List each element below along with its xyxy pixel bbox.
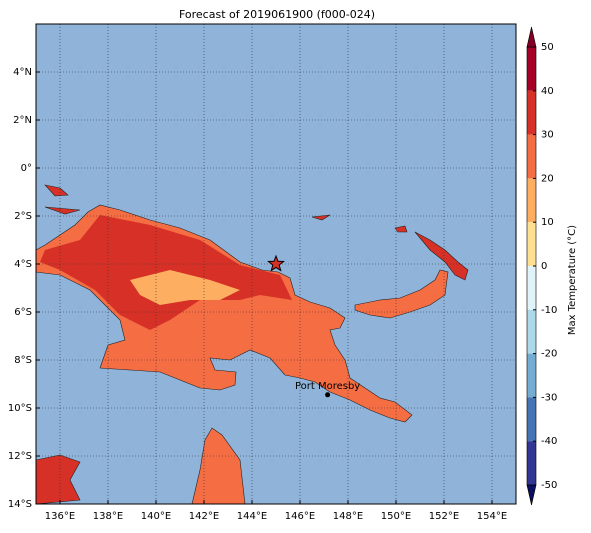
cape-york <box>191 427 246 505</box>
colorbar-extend <box>526 26 537 48</box>
y-tick-label: 8°S <box>14 355 32 366</box>
colorbar-tick-label: 0 <box>541 261 547 272</box>
x-tick-label: 144°E <box>237 511 267 522</box>
island <box>394 225 408 233</box>
colorbar-tick-label: 30 <box>541 130 554 141</box>
colorbar-tick-label: 40 <box>541 86 554 97</box>
colorbar-tick-label: -10 <box>541 305 557 316</box>
y-tick-label: 10°S <box>8 403 32 414</box>
x-tick-label: 138°E <box>93 511 123 522</box>
x-tick-label: 150°E <box>381 511 411 522</box>
land <box>35 184 469 505</box>
y-tick-label: 12°S <box>8 451 32 462</box>
place-label: Port Moresby <box>295 381 360 392</box>
colorbar-tick-label: -50 <box>541 480 557 491</box>
colorbar-tick-label: -20 <box>541 349 557 360</box>
new-britain <box>354 269 449 319</box>
x-tick-label: 148°E <box>333 511 363 522</box>
y-tick-label: 2°S <box>14 211 32 222</box>
colorbar-segment <box>527 353 536 398</box>
island <box>44 206 81 215</box>
colorbar-segment <box>527 309 536 354</box>
colorbar-tick-label: 20 <box>541 173 554 184</box>
colorbar-segment <box>527 47 536 91</box>
island <box>44 184 69 197</box>
y-tick-label: 0° <box>21 163 32 174</box>
colorbar-tick-label: 10 <box>541 217 554 228</box>
grid <box>36 24 516 505</box>
y-tick-label: 4°S <box>14 259 32 270</box>
new-ireland <box>414 231 469 281</box>
star-marker <box>267 254 285 272</box>
colorbar-segment <box>527 90 536 135</box>
colorbar-label: Max Temperature (°C) <box>567 225 578 335</box>
colorbar-segment <box>527 397 536 442</box>
x-tick-label: 140°E <box>141 511 171 522</box>
colorbar-segment <box>527 441 536 485</box>
x-tick-label: 154°E <box>477 511 507 522</box>
x-tick-label: 136°E <box>45 511 75 522</box>
x-tick-label: 142°E <box>189 511 219 522</box>
y-tick-label: 4°N <box>13 67 32 78</box>
colorbar-segment <box>527 222 536 266</box>
colorbar-tick-label: 50 <box>541 42 554 53</box>
x-tick-label: 146°E <box>285 511 315 522</box>
x-tick-label: 152°E <box>429 511 459 522</box>
y-tick-label: 6°S <box>14 307 32 318</box>
colorbar-segment <box>527 266 536 310</box>
colorbar-extend <box>526 484 537 506</box>
cool-region <box>130 270 240 305</box>
colorbar-segment <box>527 134 536 179</box>
place-dot <box>325 392 331 398</box>
colorbar-segment <box>527 178 536 223</box>
y-tick-label: 14°S <box>8 499 32 510</box>
y-tick-label: 2°N <box>13 115 32 126</box>
chart-title: Forecast of 2019061900 (f000-024) <box>179 8 375 21</box>
colorbar-tick-label: -30 <box>541 392 557 403</box>
colorbar-tick-label: -40 <box>541 436 557 447</box>
